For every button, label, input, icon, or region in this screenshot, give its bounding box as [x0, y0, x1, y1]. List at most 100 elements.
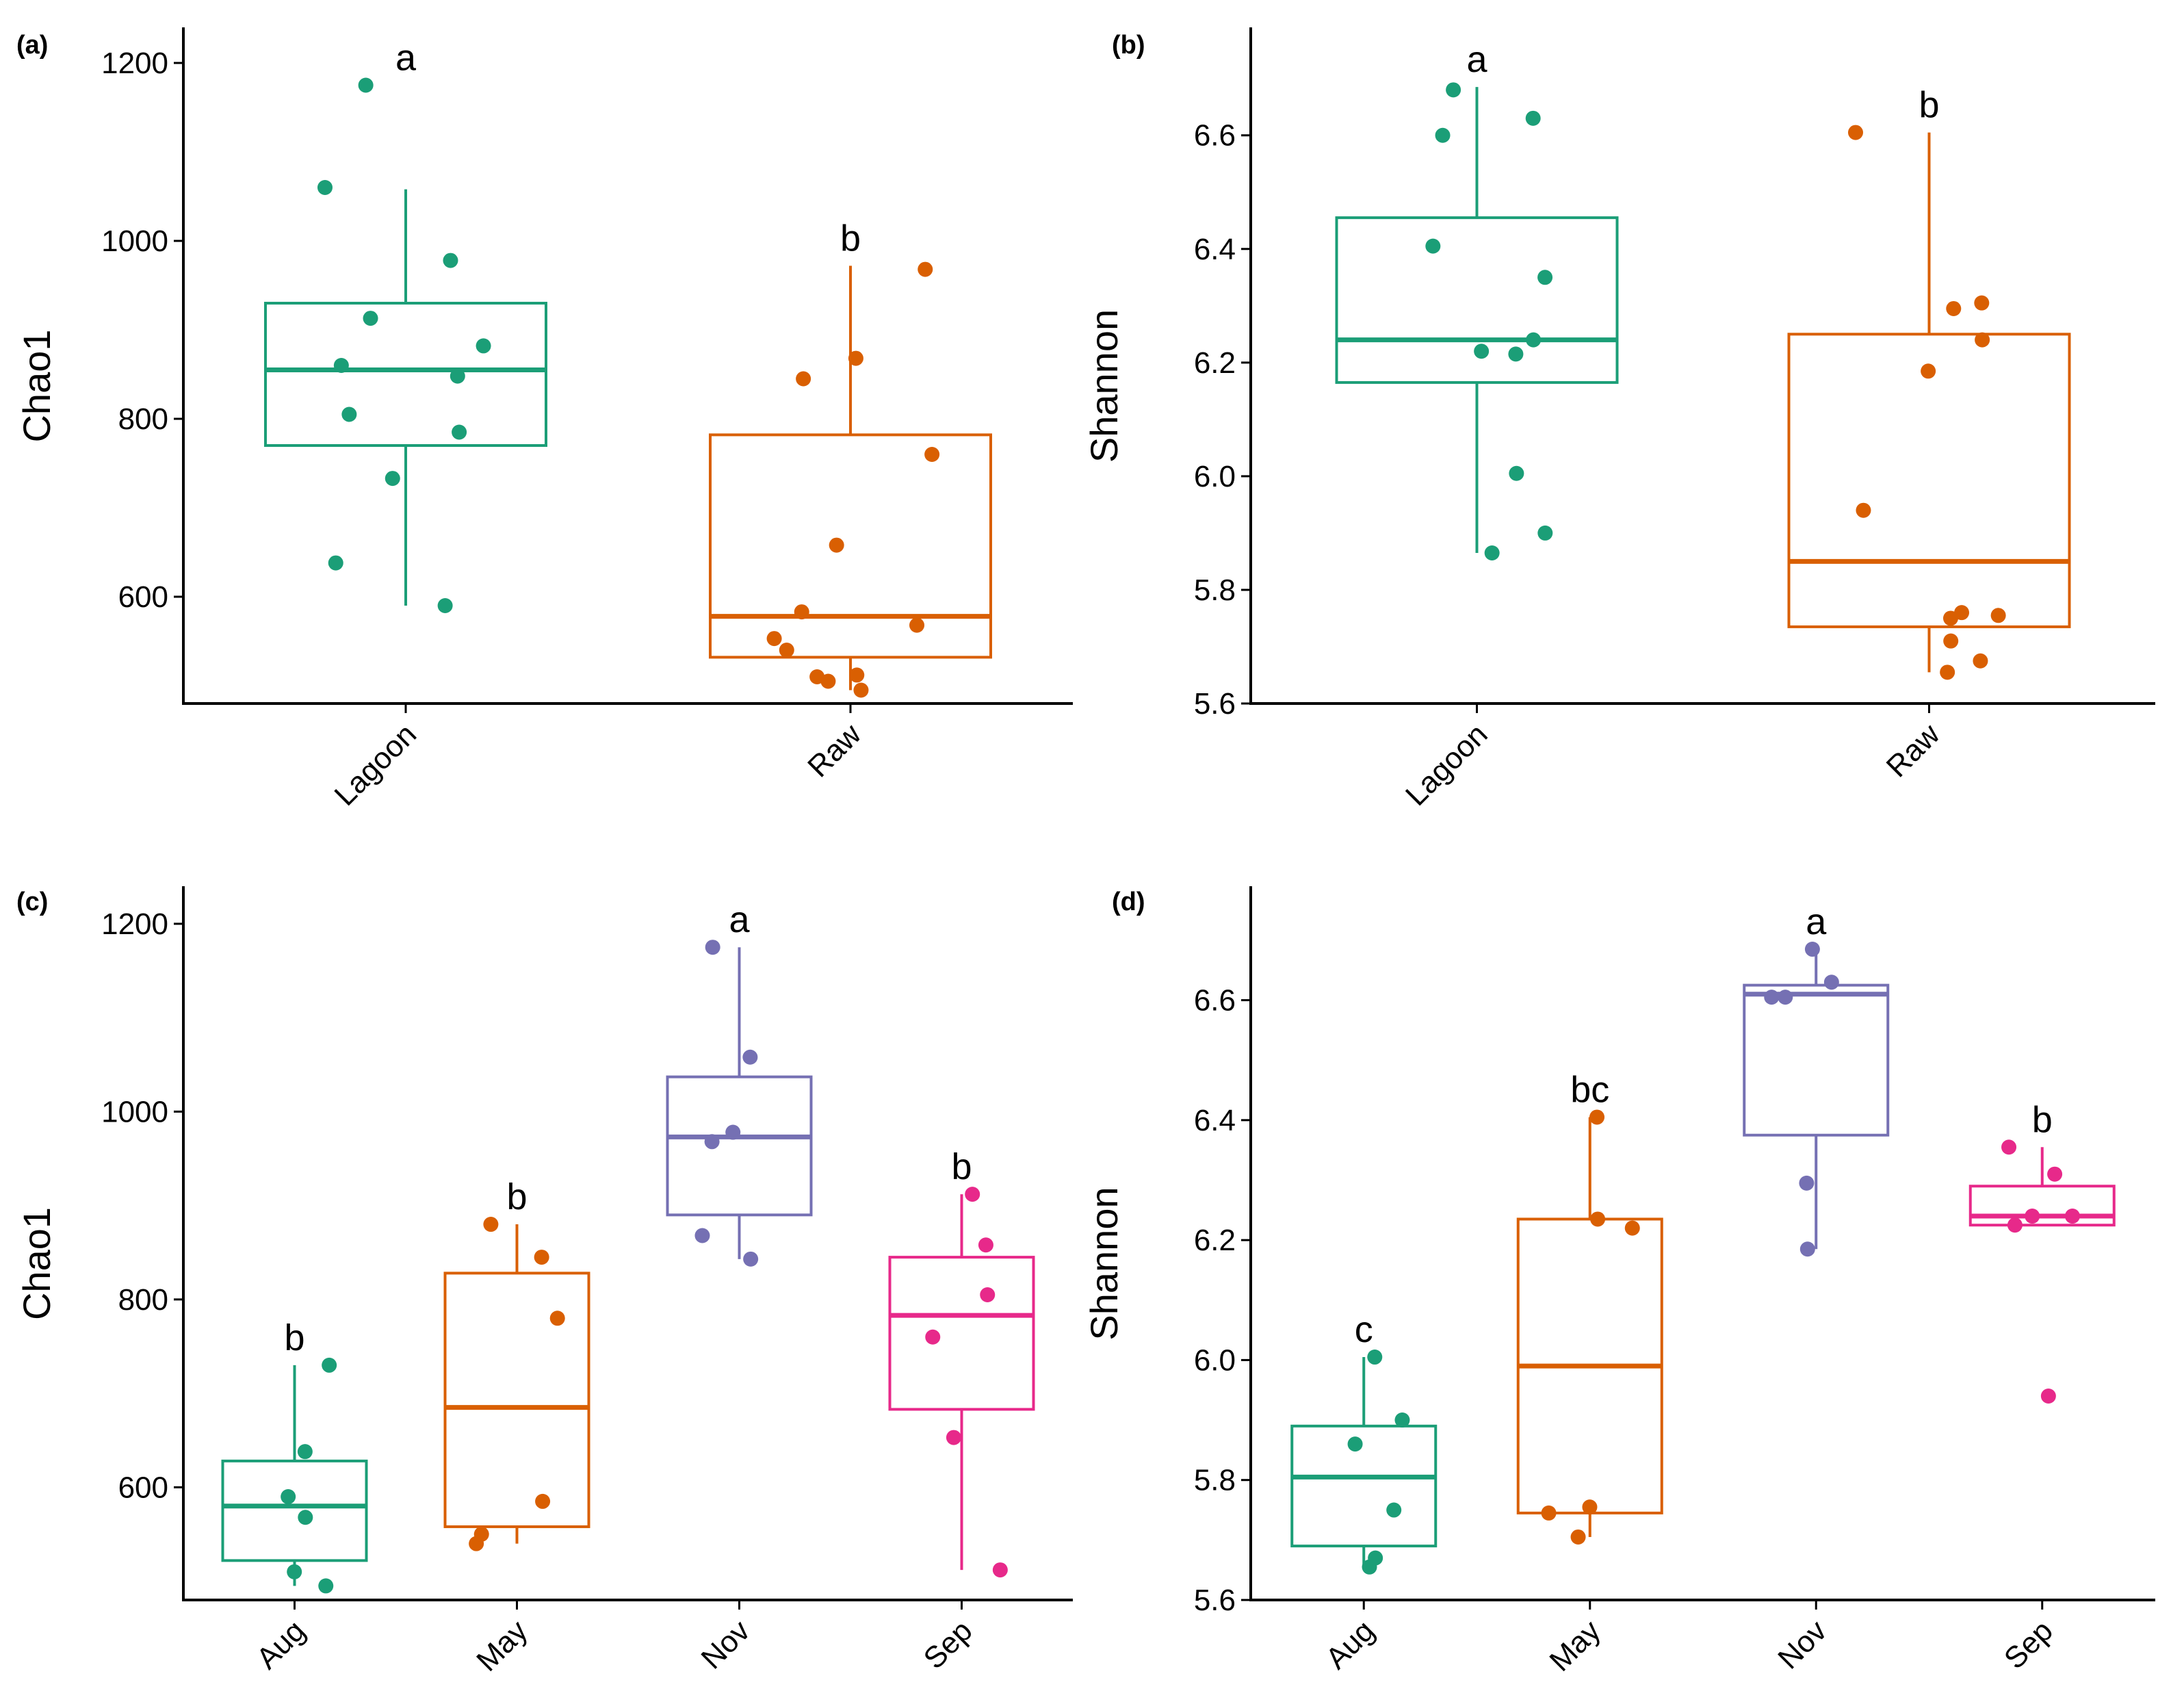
- data-point: [1446, 82, 1461, 98]
- box-sep: b: [1968, 1099, 2116, 1404]
- data-point: [483, 1217, 499, 1232]
- data-point: [281, 1489, 296, 1505]
- data-point: [1570, 1529, 1586, 1545]
- data-point: [848, 350, 863, 366]
- y-tick-label: 5.6: [1194, 1584, 1236, 1617]
- data-point: [322, 1357, 337, 1373]
- box-iqr: [1743, 983, 1890, 1137]
- box-may: b: [443, 1176, 590, 1551]
- data-point: [1975, 332, 1990, 348]
- data-point: [1526, 332, 1542, 348]
- data-point: [766, 631, 782, 647]
- data-point: [358, 77, 374, 93]
- data-point: [809, 669, 825, 684]
- data-point: [297, 1444, 313, 1460]
- data-point: [1537, 525, 1553, 541]
- y-tick-label: 600: [118, 580, 168, 614]
- data-point: [1394, 1412, 1410, 1428]
- box-iqr: [888, 1256, 1035, 1411]
- data-point: [1435, 127, 1451, 143]
- significance-label: b: [951, 1146, 972, 1187]
- significance-label: b: [840, 218, 861, 259]
- data-point: [2064, 1209, 2080, 1224]
- data-point: [849, 667, 865, 683]
- data-point: [1474, 344, 1490, 359]
- box-iqr: [1335, 216, 1619, 384]
- significance-label: c: [1355, 1309, 1373, 1350]
- y-tick-label: 6.2: [1194, 346, 1236, 380]
- box-lagoon: a: [264, 38, 547, 613]
- data-point: [853, 682, 869, 698]
- data-point: [779, 643, 794, 658]
- data-point: [2007, 1217, 2023, 1233]
- y-tick-label: 5.6: [1194, 687, 1236, 721]
- panel-tag: (d): [1112, 888, 1145, 916]
- data-point: [1525, 110, 1541, 126]
- data-point: [333, 358, 349, 373]
- data-point: [298, 1510, 313, 1525]
- y-axis-title: Chao1: [15, 329, 58, 442]
- data-point: [2047, 1166, 2063, 1182]
- data-point: [549, 1311, 565, 1326]
- box-iqr: [1968, 1185, 2116, 1227]
- box-nov: a: [666, 899, 813, 1267]
- data-point: [909, 617, 925, 633]
- significance-label: a: [395, 38, 417, 79]
- data-point: [452, 424, 467, 440]
- data-point: [742, 1049, 758, 1065]
- panel-tag: (b): [1112, 31, 1145, 60]
- data-point: [694, 1228, 710, 1243]
- data-point: [437, 598, 453, 613]
- data-point: [318, 1578, 334, 1594]
- data-point: [1624, 1220, 1640, 1236]
- data-point: [946, 1430, 961, 1445]
- data-point: [1823, 974, 1839, 990]
- y-tick-label: 1000: [101, 224, 168, 258]
- data-point: [317, 180, 333, 195]
- data-point: [1589, 1109, 1605, 1125]
- y-tick-label: 6.4: [1194, 1104, 1236, 1137]
- data-point: [1484, 545, 1500, 560]
- box-iqr: [666, 1075, 813, 1217]
- data-point: [743, 1251, 759, 1267]
- box-may: bc: [1516, 1069, 1663, 1545]
- data-point: [1541, 1505, 1557, 1521]
- data-point: [1425, 238, 1441, 254]
- panel-tag: (c): [16, 888, 48, 916]
- data-point: [725, 1124, 741, 1140]
- data-point: [796, 371, 811, 387]
- data-point: [1799, 1241, 1815, 1257]
- data-point: [978, 1237, 993, 1253]
- data-point: [1509, 465, 1524, 481]
- box-iqr: [1787, 333, 2071, 628]
- significance-label: bc: [1570, 1069, 1609, 1110]
- data-point: [1804, 942, 1820, 957]
- data-point: [965, 1187, 980, 1202]
- data-point: [980, 1287, 996, 1302]
- box-raw: b: [709, 218, 992, 698]
- data-point: [1764, 990, 1780, 1005]
- data-point: [473, 1526, 489, 1542]
- y-tick-label: 5.8: [1194, 1464, 1236, 1497]
- data-point: [1943, 633, 1959, 649]
- data-point: [1847, 125, 1863, 140]
- y-tick-label: 6.6: [1194, 119, 1236, 153]
- data-point: [1856, 502, 1871, 518]
- y-axis-title: Shannon: [1082, 1187, 1126, 1340]
- y-tick-label: 1200: [101, 47, 168, 80]
- data-point: [918, 261, 933, 277]
- y-tick-label: 6.0: [1194, 460, 1236, 493]
- data-point: [705, 940, 720, 955]
- box-aug: c: [1290, 1309, 1438, 1575]
- box-iqr: [709, 433, 992, 659]
- data-point: [1386, 1502, 1402, 1518]
- data-point: [1778, 990, 1793, 1005]
- box-nov: a: [1743, 901, 1890, 1257]
- box-iqr: [221, 1459, 368, 1562]
- data-point: [1537, 270, 1553, 285]
- y-tick-label: 1000: [101, 1095, 168, 1128]
- y-tick-label: 1200: [101, 907, 168, 941]
- data-point: [287, 1564, 302, 1579]
- data-point: [829, 537, 844, 553]
- data-point: [794, 604, 809, 620]
